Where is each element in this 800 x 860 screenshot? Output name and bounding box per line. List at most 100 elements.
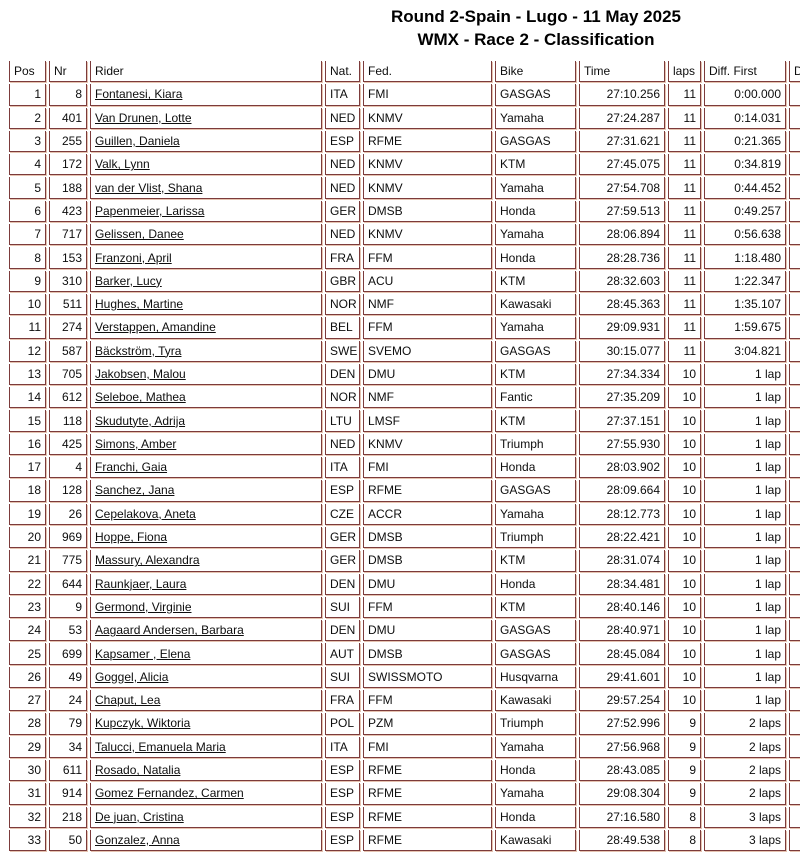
cell-rider: Kapsamer , Elena xyxy=(90,643,322,665)
cell-laps: 10 xyxy=(668,666,701,689)
rider-link[interactable]: De juan, Cristina xyxy=(95,809,184,824)
rider-link[interactable]: Sanchez, Jana xyxy=(95,483,175,498)
cell-diff_first: 1 lap xyxy=(704,387,786,409)
rider-link[interactable]: Skudutyte, Adrija xyxy=(95,413,186,428)
rider-link[interactable]: Gomez Fernandez, Carmen xyxy=(95,786,244,801)
cell-nat: GER xyxy=(325,526,360,549)
rider-link[interactable]: Rosado, Natalia xyxy=(95,763,181,778)
cell-time: 27:34.334 xyxy=(579,363,665,386)
rider-link[interactable]: Gonzalez, Anna xyxy=(95,832,180,847)
rider-link[interactable]: Verstappen, Amandine xyxy=(95,320,216,335)
rider-link[interactable]: Seleboe, Mathea xyxy=(95,390,186,405)
cell-bike: GASGAS xyxy=(495,620,576,642)
rider-link[interactable]: Goggel, Alicia xyxy=(95,669,169,684)
rider-link[interactable]: Jakobsen, Malou xyxy=(95,367,186,381)
cell-rider: Rosado, Natalia xyxy=(90,759,322,782)
cell-diff_first: 1 lap xyxy=(704,573,786,595)
cell-pos: 14 xyxy=(9,387,46,409)
cell-blank xyxy=(789,690,800,712)
cell-pos: 15 xyxy=(9,410,46,432)
cell-bike: Triumph xyxy=(495,713,576,735)
cell-time: 28:22.421 xyxy=(579,526,665,549)
cell-time: 29:09.931 xyxy=(579,317,665,339)
cell-nr: 705 xyxy=(49,363,87,386)
rider-link[interactable]: Talucci, Emanuela Maria xyxy=(95,739,226,754)
cell-rider: Jakobsen, Malou xyxy=(90,363,322,386)
rider-link[interactable]: Simons, Amber xyxy=(95,436,177,451)
rider-link[interactable]: Bäckström, Tyra xyxy=(95,343,182,358)
cell-fed: FMI xyxy=(363,736,492,758)
cell-laps: 11 xyxy=(668,84,701,106)
cell-pos: 12 xyxy=(9,340,46,362)
cell-time: 27:52.996 xyxy=(579,713,665,735)
cell-bike: GASGAS xyxy=(495,643,576,665)
rider-link[interactable]: Raunkjaer, Laura xyxy=(95,576,187,591)
cell-pos: 7 xyxy=(9,224,46,246)
cell-nat: ESP xyxy=(325,806,360,828)
rider-link[interactable]: Cepelakova, Aneta xyxy=(95,506,196,521)
cell-fed: RFME xyxy=(363,829,492,852)
cell-blank xyxy=(789,154,800,176)
cell-blank xyxy=(789,224,800,246)
rider-link[interactable]: Aagaard Andersen, Barbara xyxy=(95,623,244,638)
cell-fed: FFM xyxy=(363,596,492,619)
cell-blank xyxy=(789,247,800,269)
cell-blank xyxy=(789,84,800,106)
rider-link[interactable]: Hoppe, Fiona xyxy=(95,530,168,545)
rider-link[interactable]: Kapsamer , Elena xyxy=(95,646,191,661)
table-row: 32 218 De juan, Cristina ESP RFME Honda 27:16.… xyxy=(9,806,800,828)
table-row: 13 705 Jakobsen, Malou DEN DMU KTM 27:34.334 10… xyxy=(9,363,800,386)
rider-link[interactable]: Fontanesi, Kiara xyxy=(95,87,183,102)
rider-link[interactable]: Franzoni, April xyxy=(95,250,172,265)
cell-bike: GASGAS xyxy=(495,84,576,106)
cell-nr: 24 xyxy=(49,690,87,712)
cell-diff_first: 0:34.819 xyxy=(704,154,786,176)
table-row: 24 53 Aagaard Andersen, Barbara DEN DMU GASGA… xyxy=(9,620,800,642)
rider-link[interactable]: van der Vlist, Shana xyxy=(95,180,203,195)
cell-blank xyxy=(789,713,800,735)
cell-fed: DMSB xyxy=(363,550,492,572)
cell-blank xyxy=(789,759,800,782)
rider-link[interactable]: Germond, Virginie xyxy=(95,599,192,614)
rider-link[interactable]: Papenmeier, Larissa xyxy=(95,203,205,218)
cell-laps: 10 xyxy=(668,690,701,712)
cell-nat: NOR xyxy=(325,387,360,409)
rider-link[interactable]: Barker, Lucy xyxy=(95,273,162,288)
cell-pos: 3 xyxy=(9,130,46,153)
cell-rider: Papenmeier, Larissa xyxy=(90,200,322,223)
rider-link[interactable]: Hughes, Martine xyxy=(95,297,184,312)
cell-nr: 699 xyxy=(49,643,87,665)
cell-pos: 20 xyxy=(9,526,46,549)
rider-link[interactable]: Chaput, Lea xyxy=(95,693,161,708)
cell-blank xyxy=(789,457,800,479)
rider-link[interactable]: Valk, Lynn xyxy=(95,157,150,172)
rider-link[interactable]: Gelissen, Danee xyxy=(95,227,184,242)
cell-rider: Raunkjaer, Laura xyxy=(90,573,322,595)
rider-link[interactable]: Kupczyk, Wiktoria xyxy=(95,716,191,731)
cell-nr: 50 xyxy=(49,829,87,852)
cell-nat: SUI xyxy=(325,596,360,619)
rider-link[interactable]: Massury, Alexandra xyxy=(95,553,200,568)
table-row: 14 612 Seleboe, Mathea NOR NMF Fantic 27:35.20… xyxy=(9,387,800,409)
cell-nat: LTU xyxy=(325,410,360,432)
cell-rider: Franchi, Gaia xyxy=(90,457,322,479)
cell-blank xyxy=(789,410,800,432)
cell-time: 27:35.209 xyxy=(579,387,665,409)
cell-fed: FMI xyxy=(363,84,492,106)
rider-link[interactable]: Guillen, Daniela xyxy=(95,134,180,149)
cell-diff_first: 1:18.480 xyxy=(704,247,786,269)
cell-nat: NED xyxy=(325,107,360,129)
cell-bike: KTM xyxy=(495,596,576,619)
rider-link[interactable]: Franchi, Gaia xyxy=(95,460,168,475)
cell-blank xyxy=(789,200,800,223)
rider-link[interactable]: Van Drunen, Lotte xyxy=(95,110,192,125)
cell-blank xyxy=(789,317,800,339)
cell-bike: Honda xyxy=(495,247,576,269)
cell-fed: RFME xyxy=(363,783,492,805)
cell-blank xyxy=(789,620,800,642)
cell-nr: 587 xyxy=(49,340,87,362)
cell-blank xyxy=(789,526,800,549)
cell-laps: 11 xyxy=(668,130,701,153)
cell-fed: KNMV xyxy=(363,177,492,199)
cell-laps: 10 xyxy=(668,550,701,572)
